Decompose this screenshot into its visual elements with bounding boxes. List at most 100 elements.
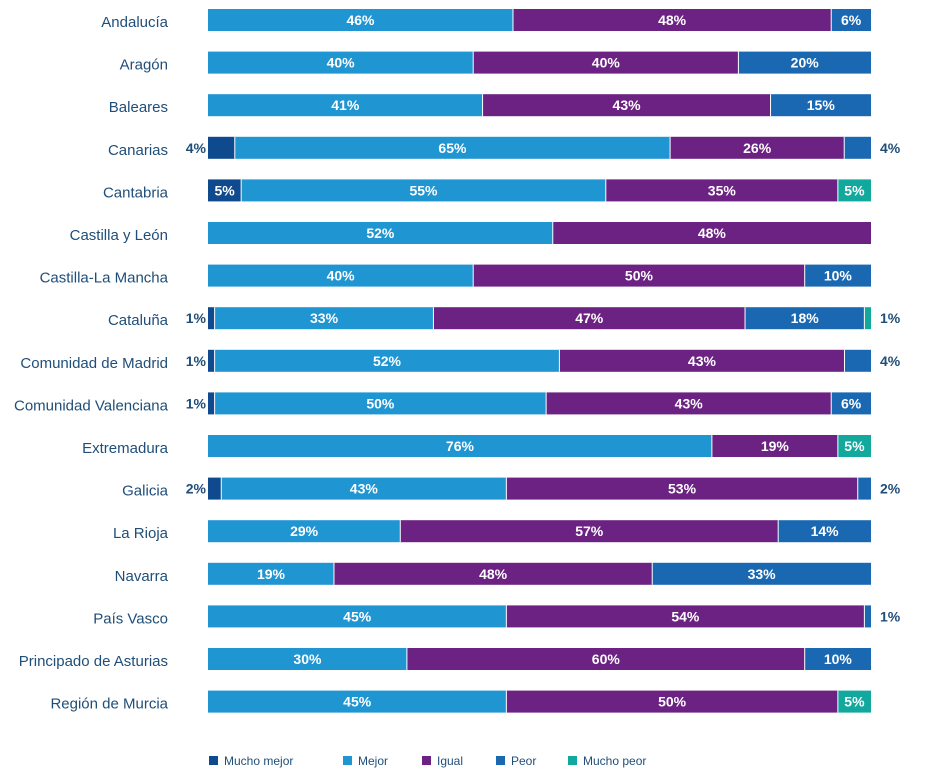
legend-swatch	[568, 756, 577, 765]
data-label: 40%	[327, 268, 356, 284]
legend-swatch	[496, 756, 505, 765]
bar-segment	[831, 392, 871, 415]
bar-segment	[208, 690, 507, 713]
data-label: 2%	[186, 481, 207, 497]
legend-label: Peor	[511, 754, 536, 768]
data-label: 33%	[748, 566, 777, 582]
data-label: 4%	[880, 353, 901, 369]
bar-segment	[506, 690, 838, 713]
bar-segment	[214, 307, 434, 330]
category-label: Galicia	[122, 483, 169, 500]
data-label: 1%	[880, 608, 901, 624]
bar-segment	[559, 349, 845, 372]
data-label: 54%	[671, 608, 700, 624]
bar-segment	[214, 392, 547, 415]
data-label: 1%	[186, 353, 207, 369]
legend-label: Mucho mejor	[224, 754, 293, 768]
bar-segment	[208, 136, 235, 159]
data-label: 47%	[575, 310, 604, 326]
data-label: 52%	[366, 225, 395, 241]
category-label: La Rioja	[113, 525, 169, 542]
data-label: 50%	[366, 395, 395, 411]
data-label: 20%	[791, 55, 820, 71]
data-label: 43%	[688, 353, 717, 369]
bar-segment	[831, 9, 871, 31]
data-label: 65%	[438, 140, 467, 156]
bar-segment	[406, 648, 805, 670]
legend-swatch	[209, 756, 218, 765]
data-label: 50%	[658, 694, 687, 710]
data-label: 6%	[841, 395, 862, 411]
data-label: 33%	[310, 310, 339, 326]
bar-segment	[241, 179, 606, 202]
bar-segment	[482, 94, 771, 117]
category-label: País Vasco	[93, 610, 168, 627]
category-label: Canarias	[108, 142, 168, 159]
bar-segment	[837, 179, 871, 202]
bar-segment	[844, 349, 871, 372]
data-label: 50%	[625, 268, 654, 284]
bar-segment	[512, 9, 832, 31]
bar-segment	[506, 477, 858, 500]
category-label: Comunidad Valenciana	[14, 397, 169, 414]
bar-segment	[208, 562, 334, 585]
bar-segment	[605, 179, 838, 202]
data-label: 1%	[186, 310, 207, 326]
bar-segment	[214, 349, 560, 372]
bar-segment	[864, 307, 871, 330]
bar-segment	[208, 435, 712, 457]
data-label: 43%	[613, 97, 642, 113]
bar-segment	[844, 136, 871, 159]
bar-segment	[473, 51, 739, 74]
data-label: 43%	[675, 395, 704, 411]
data-label: 10%	[824, 651, 853, 667]
data-label: 40%	[592, 55, 621, 71]
bar-segment	[208, 605, 507, 628]
data-label: 55%	[409, 182, 438, 198]
legend-swatch	[422, 756, 431, 765]
legend-swatch	[343, 756, 352, 765]
data-label: 5%	[844, 438, 865, 454]
bar-segment	[208, 9, 513, 31]
data-label: 10%	[824, 268, 853, 284]
data-label: 52%	[373, 353, 402, 369]
data-label: 53%	[668, 481, 697, 497]
bar-segment	[778, 520, 871, 543]
bar-segment	[864, 605, 871, 628]
bar-segment	[770, 94, 871, 117]
data-label: 2%	[880, 481, 901, 497]
bar-segment	[837, 690, 871, 713]
category-label: Región de Murcia	[50, 696, 168, 713]
data-label: 30%	[293, 651, 322, 667]
category-label: Andalucía	[101, 14, 168, 31]
bar-segment	[670, 136, 845, 159]
data-label: 45%	[343, 694, 372, 710]
bar-segment	[208, 477, 222, 500]
bar-segment	[652, 562, 871, 585]
data-label: 26%	[743, 140, 772, 156]
bar-segment	[208, 179, 242, 202]
data-label: 5%	[844, 182, 865, 198]
data-label: 1%	[186, 395, 207, 411]
bar-segment	[400, 520, 779, 543]
bar-segment	[208, 94, 483, 117]
category-label: Principado de Asturias	[19, 653, 168, 670]
category-label: Navarra	[115, 568, 169, 585]
data-label: 76%	[446, 438, 475, 454]
bar-segment	[433, 307, 746, 330]
bar-segment	[234, 136, 671, 159]
category-label: Castilla y León	[70, 227, 168, 244]
category-label: Extremadura	[82, 440, 169, 457]
data-label: 5%	[844, 694, 865, 710]
bar-segment	[208, 264, 474, 287]
data-label: 40%	[327, 55, 356, 71]
category-label: Comunidad de Madrid	[20, 355, 168, 372]
data-label: 60%	[592, 651, 621, 667]
legend-label: Igual	[437, 754, 463, 768]
data-label: 48%	[658, 12, 687, 28]
category-label: Cantabria	[103, 184, 169, 201]
bar-segment	[857, 477, 871, 500]
bar-segment	[546, 392, 832, 415]
data-label: 35%	[708, 182, 737, 198]
data-label: 1%	[880, 310, 901, 326]
